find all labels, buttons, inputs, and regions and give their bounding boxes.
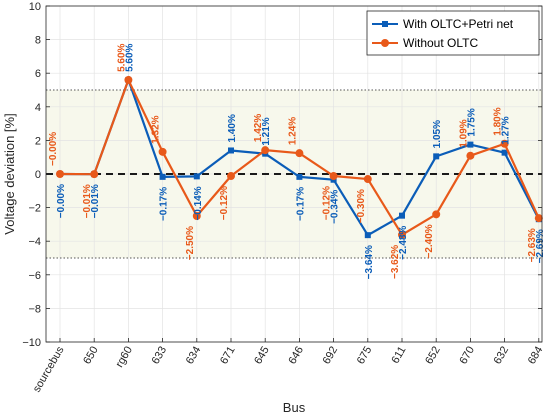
x-tick-label: 611 xyxy=(389,345,408,366)
data-point-with-oltc xyxy=(501,149,508,156)
x-tick-label: 671 xyxy=(218,345,238,367)
data-point-with-oltc xyxy=(364,232,371,239)
legend-box xyxy=(366,10,540,56)
data-point-without-oltc xyxy=(158,147,167,156)
data-point-without-oltc xyxy=(192,212,201,220)
x-tick-label: 634 xyxy=(184,345,204,367)
data-label-without-oltc: −0.12% xyxy=(322,186,333,220)
data-label-with-oltc: 5.60% xyxy=(124,43,135,71)
x-tick-label: rg60 xyxy=(114,345,135,370)
data-label-without-oltc: 5.60% xyxy=(116,43,127,71)
data-label-without-oltc: 1.42% xyxy=(253,114,264,142)
data-label-without-oltc: 1.24% xyxy=(287,117,298,145)
data-point-with-oltc xyxy=(193,173,200,180)
data-label-with-oltc: −2.48% xyxy=(398,226,409,260)
x-tick-label: 684 xyxy=(526,345,546,367)
y-tick-label: −2 xyxy=(28,203,41,215)
data-point-without-oltc xyxy=(227,172,235,181)
data-point-with-oltc xyxy=(159,173,166,180)
data-point-without-oltc xyxy=(398,230,406,239)
x-tick-label: 645 xyxy=(252,345,272,367)
y-tick-label: −10 xyxy=(22,337,41,349)
y-tick-label: 2 xyxy=(35,135,41,147)
data-point-with-oltc xyxy=(399,212,405,219)
data-point-with-oltc xyxy=(433,153,440,160)
data-label-with-oltc: 1.75% xyxy=(466,108,477,136)
y-tick-label: 10 xyxy=(29,1,41,13)
data-label-with-oltc: −0.01% xyxy=(90,184,101,218)
legend-label-without-oltc: Without OLTC xyxy=(403,36,478,50)
data-label-with-oltc: 1.21% xyxy=(261,117,272,145)
data-label-with-oltc: 1.27% xyxy=(501,116,512,144)
data-label-without-oltc: 1.09% xyxy=(458,119,469,147)
data-label-without-oltc: −0.30% xyxy=(356,189,367,223)
data-label-with-oltc: −0.14% xyxy=(193,186,204,220)
data-label-without-oltc: −0.00% xyxy=(48,132,59,166)
data-point-without-oltc xyxy=(90,170,99,179)
y-tick-label: −4 xyxy=(28,236,41,248)
data-labels: −0.00% −0.01% 5.60% −0.17% −0.14% 1.40% 1.21% −… xyxy=(48,43,546,279)
data-label-with-oltc: 1.05% xyxy=(432,120,443,148)
data-point-without-oltc xyxy=(534,214,543,223)
x-tick-label: 652 xyxy=(423,345,443,367)
x-axis-ticks: sourcebus 650 rg60 633 634 671 645 646 692 675 611… xyxy=(31,338,546,394)
x-tick-label: 650 xyxy=(81,345,101,367)
data-point-without-oltc xyxy=(363,175,372,184)
y-axis-ticks: −10 −8 −6 −4 −2 0 2 4 6 8 10 xyxy=(22,1,542,349)
data-point-with-oltc xyxy=(228,147,234,154)
data-point-without-oltc xyxy=(329,172,338,181)
y-tick-label: 0 xyxy=(35,169,41,181)
legend: With OLTC+Petri net Without OLTC xyxy=(366,10,540,56)
data-label-without-oltc: −0.01% xyxy=(82,184,93,218)
data-point-without-oltc xyxy=(56,170,64,178)
data-point-without-oltc xyxy=(295,149,304,158)
x-axis-title: Bus xyxy=(283,400,306,415)
data-point-with-oltc xyxy=(467,141,474,148)
x-tick-label: 675 xyxy=(355,345,375,367)
data-label-without-oltc: −0.12% xyxy=(219,186,230,220)
data-label-without-oltc: −2.50% xyxy=(185,226,196,260)
y-tick-label: 6 xyxy=(35,68,41,80)
y-tick-label: −8 xyxy=(28,303,41,315)
data-label-without-oltc: 1.32% xyxy=(151,115,162,143)
data-label-with-oltc: 1.40% xyxy=(227,114,238,142)
data-label-with-oltc: −0.17% xyxy=(295,187,306,221)
data-point-without-oltc xyxy=(500,139,509,148)
data-label-without-oltc: −3.62% xyxy=(390,245,401,279)
x-tick-label: 633 xyxy=(150,345,170,367)
legend-label-with-oltc: With OLTC+Petri net xyxy=(403,17,514,31)
legend-marker-with-oltc xyxy=(382,21,388,27)
y-tick-label: −6 xyxy=(28,270,41,282)
data-point-without-oltc xyxy=(261,146,270,155)
x-tick-label: 670 xyxy=(457,345,477,367)
data-label-without-oltc: −2.63% xyxy=(527,228,538,262)
data-point-without-oltc xyxy=(124,75,133,84)
data-point-without-oltc xyxy=(432,210,441,219)
legend-marker-without-oltc xyxy=(381,39,389,47)
x-tick-label: 646 xyxy=(286,345,306,367)
data-label-without-oltc: 1.80% xyxy=(493,107,504,135)
y-axis-title: Voltage deviation [%] xyxy=(2,113,17,234)
x-tick-label: sourcebus xyxy=(31,344,67,394)
x-tick-label: 692 xyxy=(321,345,341,367)
data-label-with-oltc: −0.34% xyxy=(330,190,341,224)
data-label-with-oltc: −0.17% xyxy=(159,187,170,221)
data-label-with-oltc: −0.00% xyxy=(56,184,67,218)
x-tick-label: 632 xyxy=(492,345,512,367)
series-layer xyxy=(56,75,543,239)
data-label-with-oltc: −2.69% xyxy=(535,229,546,263)
data-point-with-oltc xyxy=(296,173,303,180)
data-point-without-oltc xyxy=(466,151,475,160)
y-tick-label: 8 xyxy=(35,35,41,47)
data-label-with-oltc: −3.64% xyxy=(364,245,375,279)
data-label-without-oltc: −2.40% xyxy=(424,224,435,258)
y-tick-label: 4 xyxy=(35,102,41,114)
